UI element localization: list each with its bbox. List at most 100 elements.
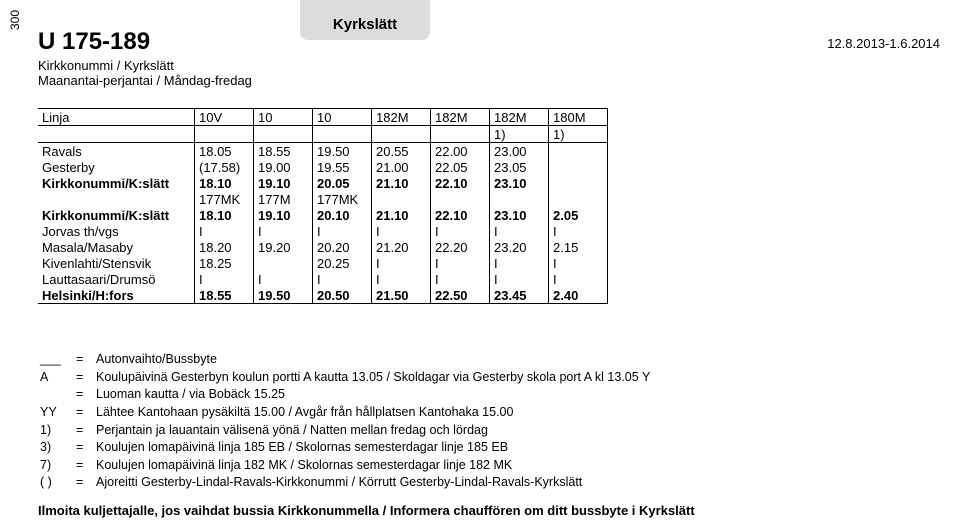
col-note <box>254 126 313 143</box>
legend-key: 1) <box>40 423 74 439</box>
row-label: Lauttasaari/Drumsö <box>38 271 195 287</box>
time-cell: 19.10 <box>254 207 313 223</box>
legend-row: ( )=Ajoreitti Gesterby-Lindal-Ravals-Kir… <box>40 475 654 491</box>
time-cell: 177MK <box>195 191 254 207</box>
col-header: 10V <box>195 109 254 126</box>
route-number: U 175-189 <box>38 28 940 56</box>
table-row: Helsinki/H:fors18.5519.5020.5021.5022.50… <box>38 287 608 304</box>
time-cell <box>431 191 490 207</box>
time-cell: 20.25 <box>313 255 372 271</box>
row-label: Masala/Masaby <box>38 239 195 255</box>
time-cell: 23.10 <box>490 175 549 191</box>
legend-row: 3)=Koulujen lomapäivinä linja 185 EB / S… <box>40 440 654 456</box>
legend-key: 3) <box>40 440 74 456</box>
col-note <box>195 126 254 143</box>
table-row: 1) 1) <box>38 126 608 143</box>
legend-table: ___=Autonvaihto/BussbyteA=Koulupäivinä G… <box>38 350 656 493</box>
route-subtitle: Kirkkonummi / Kyrkslätt <box>38 58 940 73</box>
time-cell: 20.05 <box>313 175 372 191</box>
time-cell: 22.00 <box>431 143 490 160</box>
time-cell: 20.20 <box>313 239 372 255</box>
legend-key: ___ <box>40 352 74 368</box>
time-cell: I <box>313 223 372 239</box>
time-cell <box>372 191 431 207</box>
legend-key: 7) <box>40 458 74 474</box>
time-cell: 19.55 <box>313 159 372 175</box>
time-cell: 21.20 <box>372 239 431 255</box>
time-cell: I <box>431 223 490 239</box>
row-label: Kirkkonummi/K:slätt <box>38 175 195 191</box>
legend-eq: = <box>76 423 94 439</box>
col-header: 182M <box>490 109 549 126</box>
time-cell: (17.58) <box>195 159 254 175</box>
legend-row: =Luoman kautta / via Bobäck 15.25 <box>40 387 654 403</box>
time-cell: I <box>195 271 254 287</box>
time-cell: I <box>195 223 254 239</box>
row-label <box>38 191 195 207</box>
time-cell: 19.20 <box>254 239 313 255</box>
legend-row: YY=Lähtee Kantohaan pysäkiltä 15.00 / Av… <box>40 405 654 421</box>
time-cell: 22.50 <box>431 287 490 304</box>
col-note <box>431 126 490 143</box>
legend-text: Luoman kautta / via Bobäck 15.25 <box>96 387 654 403</box>
time-cell: 23.00 <box>490 143 549 160</box>
legend-eq: = <box>76 387 94 403</box>
table-row: Kivenlahti/Stensvik18.2520.25IIII <box>38 255 608 271</box>
table-row: Lauttasaari/DrumsöIIIIIII <box>38 271 608 287</box>
time-cell: 21.10 <box>372 207 431 223</box>
time-cell: 177MK <box>313 191 372 207</box>
time-cell: 23.10 <box>490 207 549 223</box>
table-row: 177MK177M177MK <box>38 191 608 207</box>
legend-key: A <box>40 370 74 386</box>
legend-block: ___=Autonvaihto/BussbyteA=Koulupäivinä G… <box>38 350 940 519</box>
time-cell: 18.20 <box>195 239 254 255</box>
table-row: Gesterby(17.58)19.0019.5521.0022.0523.05 <box>38 159 608 175</box>
footer-note: Ilmoita kuljettajalle, jos vaihdat bussi… <box>38 503 940 519</box>
time-cell: 19.10 <box>254 175 313 191</box>
time-cell: 22.20 <box>431 239 490 255</box>
col-header: 182M <box>431 109 490 126</box>
time-cell: I <box>254 271 313 287</box>
col-header: 182M <box>372 109 431 126</box>
time-cell <box>549 159 608 175</box>
time-cell: 20.10 <box>313 207 372 223</box>
row-label: Ravals <box>38 143 195 160</box>
time-cell: 21.10 <box>372 175 431 191</box>
legend-row: 7)=Koulujen lomapäivinä linja 182 MK / S… <box>40 458 654 474</box>
time-cell: I <box>254 223 313 239</box>
time-cell: I <box>549 271 608 287</box>
legend-text: Perjantain ja lauantain välisenä yönä / … <box>96 423 654 439</box>
legend-key: YY <box>40 405 74 421</box>
time-cell: I <box>490 223 549 239</box>
time-cell: 20.55 <box>372 143 431 160</box>
time-cell: 21.50 <box>372 287 431 304</box>
time-cell: I <box>549 223 608 239</box>
table-row: Linja 10V 10 10 182M 182M 182M 180M <box>38 109 608 126</box>
date-range: 12.8.2013-1.6.2014 <box>827 36 940 51</box>
table-row: Masala/Masaby18.2019.2020.2021.2022.2023… <box>38 239 608 255</box>
legend-text: Koulujen lomapäivinä linja 182 MK / Skol… <box>96 458 654 474</box>
time-cell <box>490 191 549 207</box>
table-row: Kirkkonummi/K:slätt18.1019.1020.1021.102… <box>38 207 608 223</box>
time-cell <box>549 191 608 207</box>
legend-eq: = <box>76 370 94 386</box>
time-cell: 22.10 <box>431 207 490 223</box>
legend-row: ___=Autonvaihto/Bussbyte <box>40 352 654 368</box>
legend-text: Koulupäivinä Gesterbyn koulun portti A k… <box>96 370 654 386</box>
time-cell: 20.50 <box>313 287 372 304</box>
time-cell: 19.50 <box>254 287 313 304</box>
top-header: U 175-189 12.8.2013-1.6.2014 Kirkkonummi… <box>38 28 940 88</box>
legend-key: ( ) <box>40 475 74 491</box>
time-cell: I <box>313 271 372 287</box>
col-header: 180M <box>549 109 608 126</box>
time-cell: 23.45 <box>490 287 549 304</box>
table-row: Jorvas th/vgsIIIIIII <box>38 223 608 239</box>
time-cell: 177M <box>254 191 313 207</box>
legend-text: Ajoreitti Gesterby-Lindal-Ravals-Kirkkon… <box>96 475 654 491</box>
col-header: 10 <box>254 109 313 126</box>
row-label: Gesterby <box>38 159 195 175</box>
time-cell: I <box>431 271 490 287</box>
line-header-label: Linja <box>38 109 195 126</box>
time-cell <box>549 175 608 191</box>
col-note: 1) <box>549 126 608 143</box>
